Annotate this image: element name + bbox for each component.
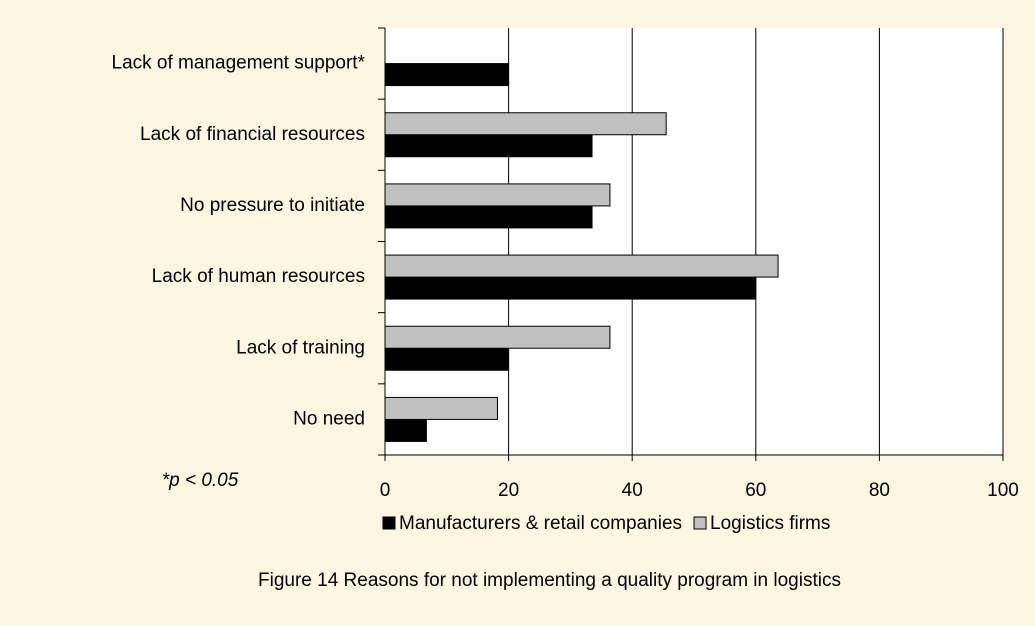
plot-area <box>385 28 1003 455</box>
y-tick-label: Lack of financial resources <box>140 124 365 145</box>
bar <box>384 396 498 420</box>
bar <box>384 205 593 229</box>
bar <box>384 418 427 442</box>
y-tick-label: Lack of human resources <box>152 266 365 287</box>
annotation: *p < 0.05 <box>162 470 239 491</box>
y-tick-label: Lack of management support* <box>112 53 366 74</box>
x-tick-label: 20 <box>498 480 519 501</box>
x-tick-label: 60 <box>745 480 766 501</box>
y-tick-label: No pressure to initiate <box>180 195 365 216</box>
legend-swatch <box>693 516 707 530</box>
bar <box>384 112 667 136</box>
caption: Figure 14 Reasons for not implementing a… <box>258 570 841 591</box>
legend-label: Manufacturers & retail companies <box>399 513 682 534</box>
bar <box>384 325 611 349</box>
x-tick-label: 100 <box>987 480 1019 501</box>
bar <box>384 63 510 87</box>
legend-swatch <box>382 516 396 530</box>
y-tick-label: No need <box>293 408 365 429</box>
x-tick-label: 40 <box>622 480 643 501</box>
bar <box>384 254 779 278</box>
legend-label: Logistics firms <box>710 513 830 534</box>
x-tick-label: 0 <box>380 480 391 501</box>
bar <box>384 134 593 158</box>
bar <box>384 183 611 207</box>
bar <box>384 347 510 371</box>
x-tick-label: 80 <box>869 480 890 501</box>
y-tick-label: Lack of training <box>236 337 365 358</box>
bar <box>384 276 757 300</box>
